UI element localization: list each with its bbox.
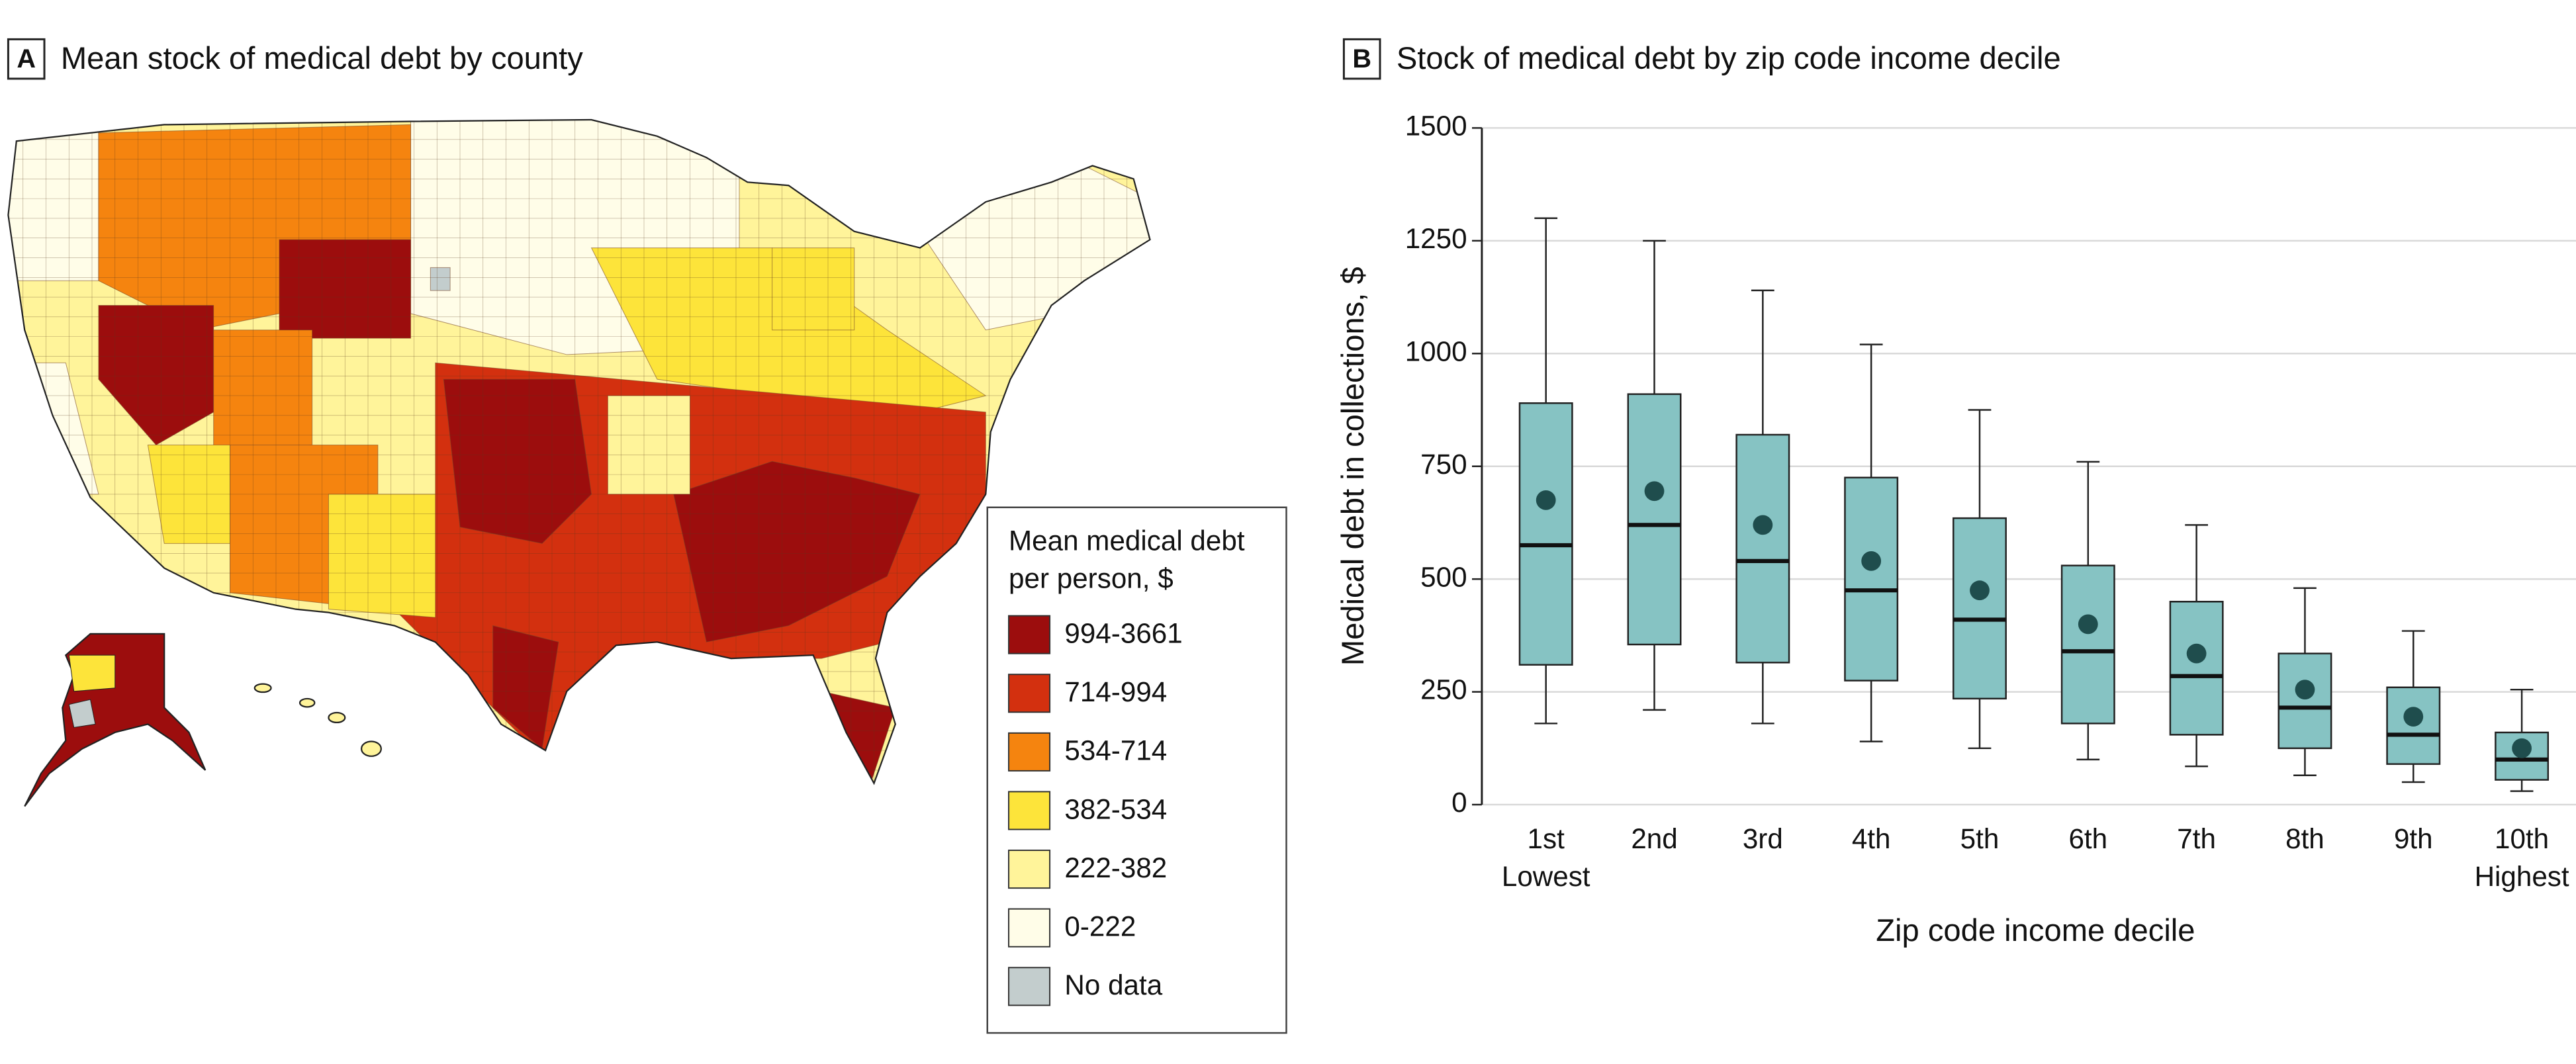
x-tick-label: 4th	[1852, 823, 1891, 854]
panel-label: A	[17, 44, 36, 73]
mean-dot	[1861, 551, 1882, 571]
legend-label: 382-534	[1064, 793, 1167, 824]
panel-b: B Stock of medical debt by zip code incom…	[1335, 38, 2576, 948]
x-tick-label: 2nd	[1631, 823, 1677, 854]
x-tick-label: 1st	[1528, 823, 1565, 854]
x-tick-label: 3rd	[1743, 823, 1783, 854]
panel-label-box	[7, 38, 46, 80]
map-region	[430, 267, 451, 291]
mean-dot	[2403, 707, 2424, 727]
map-region	[279, 239, 412, 339]
panel-a: A Mean stock of medical debt by county Mea…	[7, 38, 1287, 1034]
legend-label: 222-382	[1064, 852, 1167, 883]
legend-swatch	[1008, 674, 1051, 713]
box	[2060, 564, 2115, 725]
map-region	[8, 124, 99, 281]
map-region	[443, 378, 592, 544]
mean-dot	[2078, 614, 2098, 635]
legend-label: No data	[1064, 969, 1162, 1000]
legend-swatch	[1008, 850, 1051, 889]
x-tick-label: 8th	[2285, 823, 2324, 854]
legend-swatch	[1008, 732, 1051, 772]
alaska	[24, 633, 207, 807]
mean-dot	[1970, 580, 1990, 601]
x-tick-label: 5th	[1960, 823, 2000, 854]
legend-title-holder: Mean medical debt per person, $	[1009, 525, 1245, 595]
y-tick-label: 0	[1451, 787, 1467, 818]
box	[2277, 652, 2332, 750]
mean-dot	[1536, 490, 1556, 510]
map-region	[328, 494, 436, 618]
us-outline	[7, 118, 1151, 785]
x-tick-label: 6th	[2068, 823, 2107, 854]
y-tick-label: 750	[1420, 449, 1467, 480]
box	[1844, 476, 1899, 682]
map-region	[98, 304, 214, 446]
alaska-region	[68, 699, 96, 728]
map-region	[213, 330, 313, 454]
map-region	[772, 247, 855, 331]
legend-swatch	[1008, 615, 1051, 654]
map-region	[607, 395, 690, 495]
mean-dot	[2186, 643, 2207, 664]
x-tick-note: Highest	[2475, 861, 2569, 892]
hawaii	[360, 740, 382, 757]
mean-dot	[1644, 481, 1665, 502]
x-tick-label: 7th	[2177, 823, 2216, 854]
hawaii	[299, 697, 316, 708]
map-region	[673, 461, 921, 643]
legend-swatch	[1008, 908, 1051, 948]
y-tick-label: 1250	[1405, 223, 1467, 254]
y-axis-label: Medical debt in collections, $	[1335, 267, 1370, 666]
box	[1735, 433, 1790, 664]
mean-dot	[2512, 738, 2532, 758]
x-tick-label: 10th	[2495, 823, 2549, 854]
legend-label: 0-222	[1064, 911, 1136, 942]
y-tick-label: 250	[1420, 674, 1467, 705]
x-tick-label: 9th	[2394, 823, 2433, 854]
legend-label: 534-714	[1064, 735, 1167, 766]
panel-title: Stock of medical debt by zip code income…	[1397, 40, 2061, 75]
panel-title: Mean stock of medical debt by county	[61, 40, 583, 75]
legend-title: Mean medical debt per person, $	[1009, 525, 1245, 595]
mean-dot	[2295, 680, 2315, 700]
hawaii	[253, 683, 272, 693]
y-tick-label: 500	[1420, 561, 1467, 592]
legend-label: 994-3661	[1064, 618, 1182, 649]
x-tick-note: Lowest	[1502, 861, 1590, 892]
hawaii	[328, 711, 346, 724]
alaska-region	[68, 654, 116, 692]
y-tick-label: 1500	[1405, 111, 1467, 142]
legend-swatch	[1008, 967, 1051, 1006]
map-region	[147, 444, 230, 544]
map-region	[821, 691, 896, 783]
x-axis-label: Zip code income decile	[1876, 912, 2195, 948]
box	[1627, 393, 1682, 646]
y-tick-label: 1000	[1405, 335, 1467, 367]
box	[1518, 402, 1573, 666]
mean-dot	[1753, 515, 1773, 535]
legend-swatch	[1008, 791, 1051, 830]
legend-label: 714-994	[1064, 676, 1167, 707]
panel-label-box	[1342, 38, 1381, 80]
panel-label: B	[1352, 44, 1371, 73]
box	[1953, 517, 2007, 700]
box	[2169, 601, 2224, 736]
